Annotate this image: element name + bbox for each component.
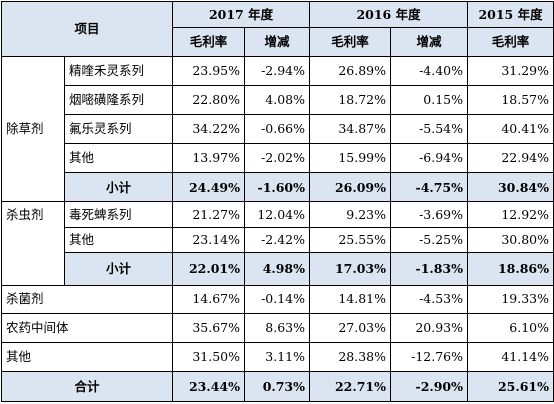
header-margin-2016: 毛利率 <box>309 27 392 58</box>
table-row: 其他 13.97% -2.02% 15.99% -6.94% 22.94% <box>2 143 554 174</box>
margin-2016: 26.09% <box>309 172 392 203</box>
item-name: 其他 <box>63 143 174 174</box>
header-margin-2017: 毛利率 <box>172 27 246 58</box>
change-2016: -5.54% <box>390 114 469 145</box>
margin-2015: 31.29% <box>467 56 554 87</box>
margin-2016: 18.72% <box>309 85 392 116</box>
header-project: 项目 <box>0 0 174 58</box>
change-2017: 0.73% <box>244 370 311 403</box>
change-2017: 3.11% <box>244 341 311 372</box>
change-2016: -2.90% <box>390 370 469 403</box>
margin-2015: 30.80% <box>467 226 554 253</box>
table-row: 氟乐灵系列 34.22% -0.66% 34.87% -5.54% 40.41% <box>2 114 554 145</box>
table-row: 除草剂 精喹禾灵系列 23.95% -2.94% 26.89% -4.40% 3… <box>1 56 554 203</box>
item-name: 氟乐灵系列 <box>63 114 174 145</box>
change-2017: -0.66% <box>244 114 311 145</box>
margin-2017: 21.27% <box>172 201 246 228</box>
margin-2017: 23.44% <box>172 370 246 403</box>
item-name: 烟嘧磺隆系列 <box>63 85 174 116</box>
header-year-2016: 2016 年度 <box>309 0 469 29</box>
margin-2015: 41.14% <box>467 341 554 372</box>
category-herbicide: 除草剂 <box>1 56 65 203</box>
change-2016: -4.53% <box>390 284 469 314</box>
item-name: 其他 <box>63 226 174 253</box>
margin-2017: 22.80% <box>172 85 246 116</box>
margin-2016: 9.23% <box>309 201 392 228</box>
total-row: 合计 23.44% 0.73% 22.71% -2.90% 25.61% <box>0 370 554 403</box>
header-margin-2015: 毛利率 <box>467 27 554 58</box>
category-other: 其他 <box>0 341 174 372</box>
margin-2015: 18.86% <box>467 251 554 286</box>
table-row: 烟嘧磺隆系列 22.80% 4.08% 18.72% 0.15% 18.57% <box>2 85 554 116</box>
margin-2017: 22.01% <box>172 251 246 286</box>
margin-2016: 28.38% <box>309 341 392 372</box>
change-2017: 4.08% <box>244 85 311 116</box>
change-2016: -1.83% <box>390 251 469 286</box>
margin-2016: 27.03% <box>309 312 392 343</box>
category-insecticide: 杀虫剂 <box>1 201 65 286</box>
item-name: 精喹禾灵系列 <box>63 56 174 87</box>
margin-2017: 31.50% <box>172 341 246 372</box>
table-row: 农药中间体 35.67% 8.63% 27.03% 20.93% 6.10% <box>0 312 554 343</box>
header-year-2015: 2015 年度 <box>467 0 554 29</box>
margin-2015: 25.61% <box>467 370 554 403</box>
margin-2017: 23.95% <box>172 56 246 87</box>
table-row: 其他 31.50% 3.11% 28.38% -12.76% 41.14% <box>0 341 554 372</box>
table-row: 杀虫剂 毒死蜱系列 21.27% 12.04% 9.23% -3.69% 12.… <box>1 201 554 286</box>
margin-2015: 19.33% <box>467 284 554 314</box>
change-2016: -12.76% <box>390 341 469 372</box>
margin-2016: 14.81% <box>309 284 392 314</box>
change-2016: -3.69% <box>390 201 469 228</box>
change-2016: 20.93% <box>390 312 469 343</box>
margin-2017: 35.67% <box>172 312 246 343</box>
margin-2015: 6.10% <box>467 312 554 343</box>
margin-2016: 34.87% <box>309 114 392 145</box>
margin-2016: 26.89% <box>309 56 392 87</box>
change-2017: 12.04% <box>244 201 311 228</box>
margin-2016: 17.03% <box>309 251 392 286</box>
margin-2015: 30.84% <box>467 172 554 203</box>
subtotal-label: 小计 <box>63 251 174 286</box>
margin-2017: 34.22% <box>172 114 246 145</box>
category-intermediates: 农药中间体 <box>0 312 174 343</box>
margin-2015: 12.92% <box>467 201 554 228</box>
change-2016: -4.40% <box>390 56 469 87</box>
header-year-2017: 2017 年度 <box>172 0 311 29</box>
change-2016: -6.94% <box>390 143 469 174</box>
header-change-2016: 增减 <box>390 27 469 58</box>
table-row: 其他 23.14% -2.42% 25.55% -5.25% 30.80% <box>2 226 554 253</box>
margin-2016: 25.55% <box>309 226 392 253</box>
subtotal-label: 小计 <box>63 172 174 203</box>
margin-2015: 22.94% <box>467 143 554 174</box>
total-label: 合计 <box>0 370 174 403</box>
change-2017: 4.98% <box>244 251 311 286</box>
change-2017: -2.02% <box>244 143 311 174</box>
margin-2017: 13.97% <box>172 143 246 174</box>
margin-2015: 40.41% <box>467 114 554 145</box>
margin-2016: 22.71% <box>309 370 392 403</box>
change-2017: 8.63% <box>244 312 311 343</box>
change-2017: -1.60% <box>244 172 311 203</box>
table-row: 杀菌剂 14.67% -0.14% 14.81% -4.53% 19.33% <box>0 284 554 314</box>
margin-2017: 14.67% <box>172 284 246 314</box>
item-name: 毒死蜱系列 <box>63 201 174 228</box>
change-2017: -2.42% <box>244 226 311 253</box>
margin-2016: 15.99% <box>309 143 392 174</box>
margin-2015: 18.57% <box>467 85 554 116</box>
header-change-2017: 增减 <box>244 27 311 58</box>
margin-2017: 23.14% <box>172 226 246 253</box>
margin-2017: 24.49% <box>172 172 246 203</box>
change-2017: -0.14% <box>244 284 311 314</box>
change-2016: 0.15% <box>390 85 469 116</box>
subtotal-row: 小计 24.49% -1.60% 26.09% -4.75% 30.84% <box>1 172 554 203</box>
category-fungicide: 杀菌剂 <box>0 284 174 314</box>
change-2016: -4.75% <box>390 172 469 203</box>
change-2017: -2.94% <box>244 56 311 87</box>
subtotal-row: 小计 22.01% 4.98% 17.03% -1.83% 18.86% <box>1 251 554 286</box>
change-2016: -5.25% <box>390 226 469 253</box>
